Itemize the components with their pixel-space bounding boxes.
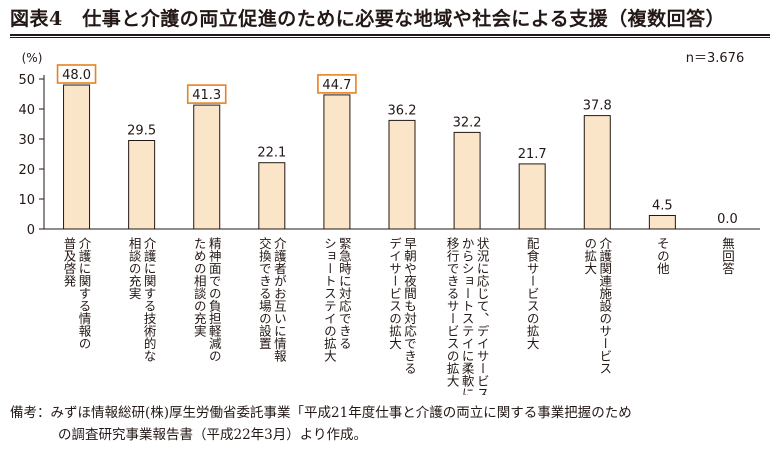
y-unit-label: (%) (22, 51, 43, 65)
source-note-line-1: 備考：みずほ情報総研(株)厚生労働省委託事業「平成21年度仕事と介護の両立に関す… (10, 405, 632, 421)
bar (128, 140, 156, 230)
category-label: ショートステイの拡大 (322, 237, 337, 362)
category-label: 配食サービスの拡大 (525, 237, 540, 350)
source-note-line-2: の調査研究事業報告書（平成22年3月）より作成。 (58, 427, 367, 443)
category-label: 早朝や夜間も対応できる (402, 237, 417, 375)
highlight-box (56, 64, 97, 84)
category-label: 介護関連施設のサービス (597, 237, 612, 375)
bar (648, 215, 676, 230)
category-label: からショートステイに柔軟に (460, 237, 475, 395)
data-label: 48.0 (62, 68, 91, 83)
y-tick-label: 40 (18, 103, 35, 118)
sample-size-label: n＝3.676 (686, 51, 744, 66)
y-tick-label: 0 (27, 223, 35, 238)
y-tick-label: 10 (18, 193, 35, 208)
data-label: 44.7 (322, 78, 351, 93)
category-label: その他 (655, 237, 670, 275)
data-label: 29.5 (127, 124, 156, 139)
data-label: 0.0 (717, 212, 738, 227)
bar (453, 131, 481, 230)
data-label: 4.5 (652, 199, 673, 214)
data-label: 41.3 (192, 88, 221, 103)
data-label: 37.8 (583, 99, 612, 114)
y-tick-label: 20 (18, 163, 35, 178)
category-label: ための相談の充実 (192, 237, 207, 338)
source-note: 備考：みずほ情報総研(株)厚生労働省委託事業「平成21年度仕事と介護の両立に関す… (10, 402, 775, 446)
category-label: 普及啓発 (62, 237, 77, 288)
data-label: 21.7 (518, 147, 547, 162)
category-label: 交換できる場の設置 (257, 236, 272, 350)
chart-title: 図表4 仕事と介護の両立促進のために必要な地域や社会による支援（複数回答） (10, 8, 726, 30)
category-label: デイサービスの拡大 (387, 237, 402, 350)
title-rule (10, 34, 770, 36)
bar (388, 119, 416, 230)
y-tick-label: 50 (18, 73, 35, 88)
bar (258, 162, 286, 230)
data-label: 32.2 (453, 115, 482, 130)
bar (323, 94, 351, 230)
data-label: 36.2 (388, 103, 417, 118)
category-label: 緊急時に対応できる (337, 237, 352, 350)
bar (193, 104, 221, 230)
highlight-box (317, 74, 357, 94)
category-label: 無回答 (720, 236, 735, 275)
category-label: 状況に応じて、デイサービス (475, 237, 490, 395)
category-label: 移行できるサービスの拡大 (445, 237, 460, 387)
bar (518, 163, 546, 230)
y-tick-label: 30 (18, 133, 35, 148)
category-label: 介護に関する技術的な (142, 237, 157, 362)
category-label: 相談の充実 (127, 237, 142, 300)
category-label: 介護者がお互いに情報 (272, 237, 287, 363)
category-label: 介護に関する情報の (77, 237, 92, 350)
data-label: 22.1 (257, 146, 286, 161)
category-label: 精神面での負担軽減の (207, 237, 222, 362)
highlight-box (186, 84, 227, 104)
bar (583, 115, 611, 230)
bar (63, 84, 91, 230)
category-label: の拡大 (582, 237, 597, 275)
title-underline (10, 37, 770, 38)
